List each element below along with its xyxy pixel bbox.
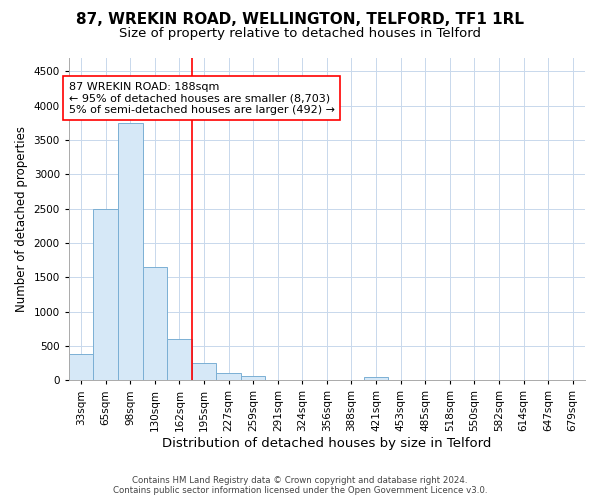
Bar [217,372,241,380]
Y-axis label: Number of detached properties: Number of detached properties [15,126,28,312]
Bar [364,376,388,380]
Text: 87, WREKIN ROAD, WELLINGTON, TELFORD, TF1 1RL: 87, WREKIN ROAD, WELLINGTON, TELFORD, TF… [76,12,524,28]
Bar [241,376,265,380]
Bar [69,354,94,380]
Bar [143,267,167,380]
Text: Contains HM Land Registry data © Crown copyright and database right 2024.
Contai: Contains HM Land Registry data © Crown c… [113,476,487,495]
X-axis label: Distribution of detached houses by size in Telford: Distribution of detached houses by size … [162,437,491,450]
Bar [167,339,192,380]
Bar [118,122,143,380]
Text: Size of property relative to detached houses in Telford: Size of property relative to detached ho… [119,28,481,40]
Bar [192,363,217,380]
Bar [94,208,118,380]
Text: 87 WREKIN ROAD: 188sqm
← 95% of detached houses are smaller (8,703)
5% of semi-d: 87 WREKIN ROAD: 188sqm ← 95% of detached… [69,82,335,114]
